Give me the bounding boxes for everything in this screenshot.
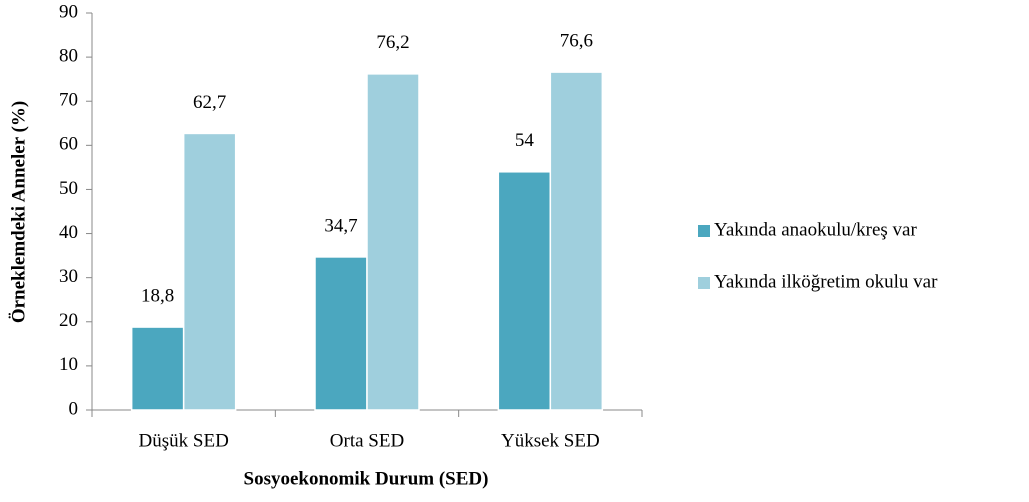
y-tick-label: 0 xyxy=(69,398,79,419)
value-label: 18,8 xyxy=(141,285,174,306)
value-label: 54 xyxy=(515,130,535,151)
y-tick-label: 20 xyxy=(59,310,78,331)
y-tick-label: 50 xyxy=(59,178,78,199)
value-label: 76,6 xyxy=(560,30,593,51)
bar xyxy=(182,132,237,411)
bar xyxy=(497,171,552,411)
y-axis-title: Örneklemdeki Anneler (%) xyxy=(8,101,29,323)
y-tick-label: 90 xyxy=(59,1,78,22)
legend-swatch xyxy=(698,277,710,289)
y-tick-label: 40 xyxy=(59,222,78,243)
value-label: 76,2 xyxy=(376,32,409,53)
bar xyxy=(314,256,368,411)
value-label: 62,7 xyxy=(193,92,226,113)
x-tick-label: Orta SED xyxy=(330,430,404,451)
x-tick-label: Düşük SED xyxy=(139,430,229,451)
bar xyxy=(130,326,185,411)
legend-swatch xyxy=(698,225,710,237)
legend-label: Yakında anaokulu/kreş var xyxy=(714,219,917,240)
y-tick-label: 80 xyxy=(59,45,78,66)
bar xyxy=(549,71,604,411)
y-tick-label: 30 xyxy=(59,266,78,287)
x-axis-title: Sosyoekonomik Durum (SED) xyxy=(244,468,489,489)
x-tick-label: Yüksek SED xyxy=(501,430,600,451)
bar xyxy=(366,73,420,411)
value-label: 34,7 xyxy=(324,215,357,236)
y-tick-label: 10 xyxy=(59,354,78,375)
legend-label: Yakında ilköğretim okulu var xyxy=(714,271,938,292)
y-tick-label: 60 xyxy=(59,134,78,155)
y-tick-label: 70 xyxy=(59,90,78,111)
